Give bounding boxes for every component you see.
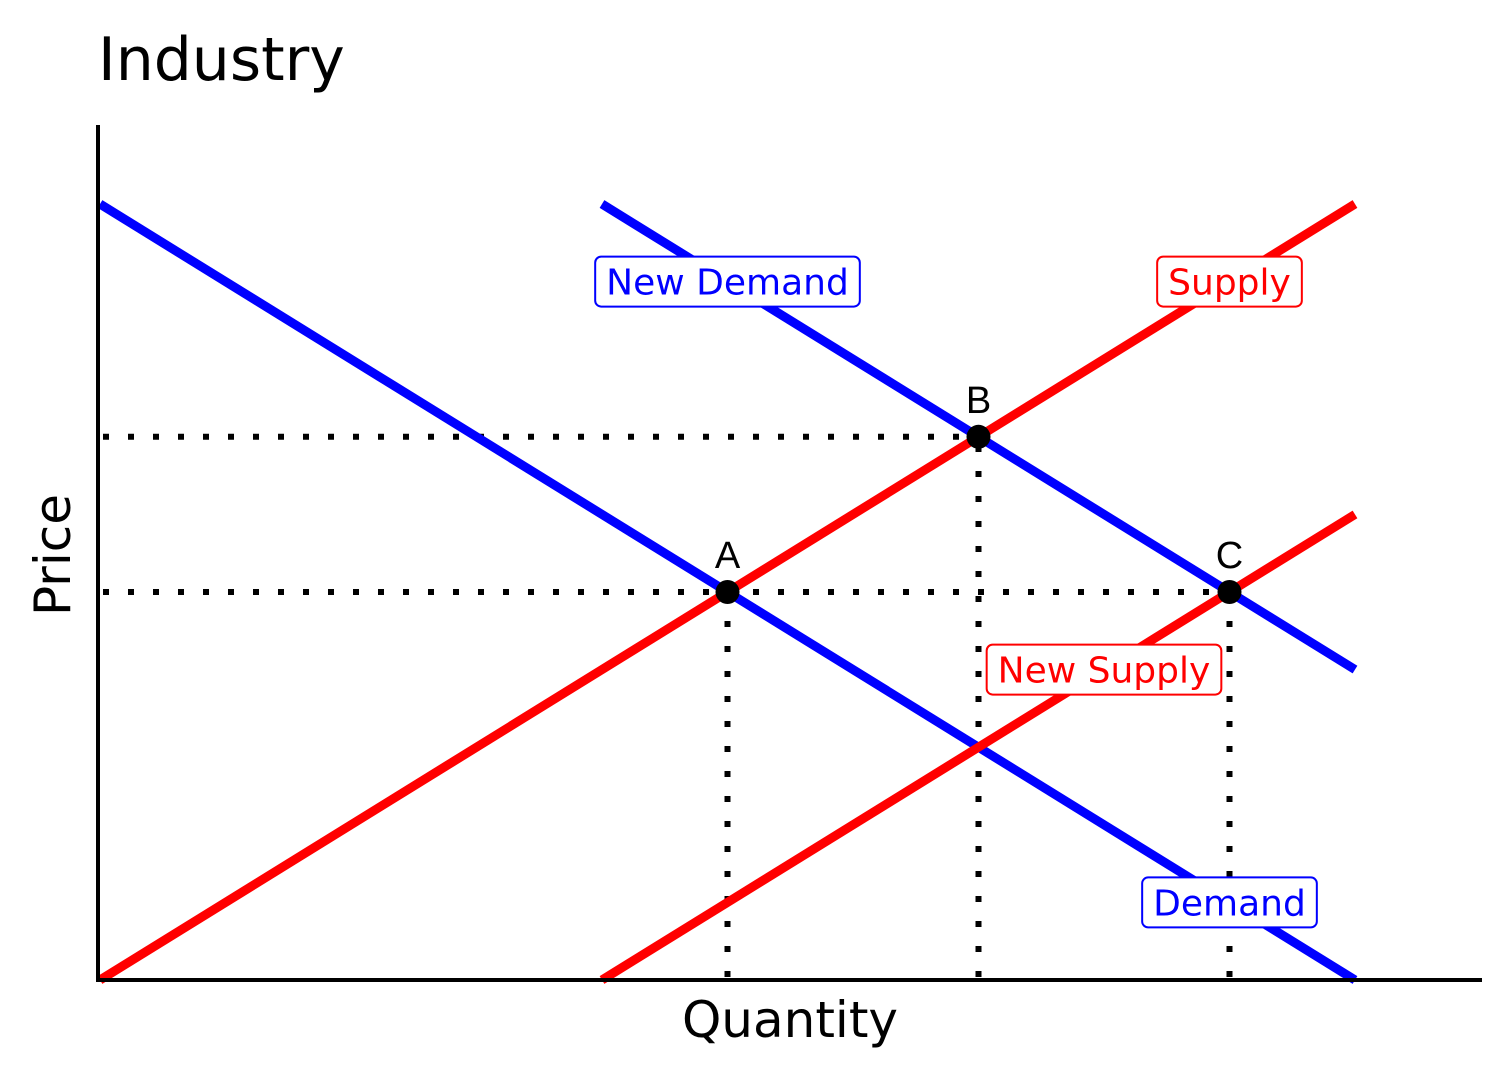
new-demand-label-text: New Demand — [606, 263, 849, 304]
axes — [96, 125, 1482, 982]
point-label-c: C — [1216, 535, 1243, 577]
equilibrium-points: A B C — [715, 380, 1243, 604]
chart-title: Industry — [98, 25, 345, 95]
demand-label: Demand — [1141, 876, 1318, 929]
x-axis-label: Quantity — [682, 991, 898, 1049]
demand-label-text: Demand — [1153, 883, 1306, 924]
point-label-b: B — [966, 380, 991, 422]
demand-label-box — [1141, 876, 1318, 929]
guide-lines — [100, 433, 1233, 980]
point-c — [1217, 580, 1242, 604]
supply-label: Supply — [1156, 255, 1303, 308]
curve-labels: Demand New Demand Supply New Supply — [594, 255, 1318, 929]
point-label-a: A — [715, 535, 741, 577]
y-axis-label: Price — [24, 494, 82, 616]
point-b — [966, 424, 991, 449]
new-supply-label-box — [985, 643, 1223, 696]
supply-label-box — [1156, 255, 1303, 308]
new-demand-label-box — [594, 255, 861, 308]
new-demand-label: New Demand — [594, 255, 861, 308]
new-supply-label-text: New Supply — [998, 651, 1211, 692]
supply-label-text: Supply — [1168, 263, 1291, 304]
new-supply-label: New Supply — [985, 643, 1223, 696]
point-a — [715, 580, 740, 604]
